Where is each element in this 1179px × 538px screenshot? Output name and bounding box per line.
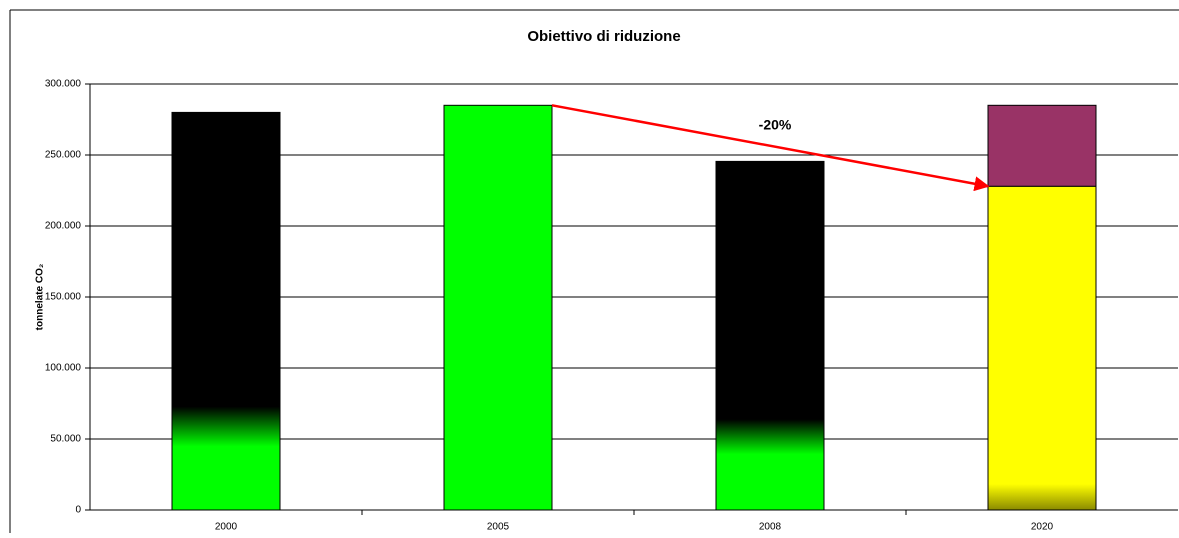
chart-title: Obiettivo di riduzione [527,28,680,45]
annotation: -20% [759,116,792,132]
bar [987,104,1097,187]
y-axis-label: tonnelate CO₂ [35,264,46,331]
y-tick-label: 150.000 [45,292,82,303]
y-tick-label: 50.000 [50,434,81,445]
bar [171,111,281,511]
x-tick-label: 2020 [1031,522,1054,533]
y-tick-label: 100.000 [45,363,82,374]
y-tick-label: 300.000 [45,79,82,90]
bar [443,104,553,511]
bar [987,185,1097,511]
arrow [551,104,990,192]
bar [715,160,825,511]
y-tick-label: 0 [75,505,81,516]
y-tick-label: 200.000 [45,221,82,232]
x-tick-label: 2000 [215,522,238,533]
x-tick-label: 2008 [759,522,782,533]
y-tick-label: 250.000 [45,150,82,161]
x-tick-label: 2005 [487,522,510,533]
